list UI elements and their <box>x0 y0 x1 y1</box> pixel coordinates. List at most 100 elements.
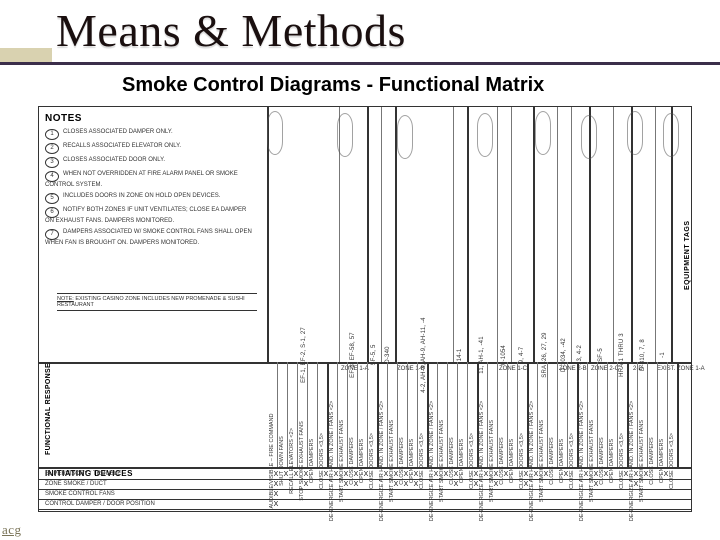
x-mark: X <box>291 471 301 478</box>
x-mark: X <box>621 471 631 478</box>
x-mark: X <box>301 471 311 478</box>
functional-matrix: NOTES 1CLOSES ASSOCIATED DAMPER ONLY. 2RE… <box>38 106 692 512</box>
revision-cloud <box>581 115 597 159</box>
x-mark: X <box>521 481 531 488</box>
divider <box>39 479 691 480</box>
x-mark: X <box>561 471 571 478</box>
x-mark: X <box>271 491 281 498</box>
revision-cloud <box>337 113 353 157</box>
x-mark: X <box>391 471 401 478</box>
x-mark: X <box>531 471 541 478</box>
note-row: 7DAMPERS ASSOCIATED W/ SMOKE CONTROL FAN… <box>45 229 255 246</box>
equipment-col: 0-1054ZONE 1-C <box>497 107 512 362</box>
functional-col: CLOSE DOORS <3,5> <box>667 362 679 467</box>
equipment-col: D-1034, -42ZONE 2-B <box>557 107 572 362</box>
x-mark: X <box>471 481 481 488</box>
divider <box>39 489 691 490</box>
x-mark: X <box>351 471 361 478</box>
note-row: 3CLOSES ASSOCIATED DOOR ONLY. <box>45 157 255 168</box>
x-mark: X <box>271 471 281 478</box>
page-title: Means & Methods <box>56 4 406 57</box>
x-mark: X <box>331 471 341 478</box>
functional-col-label: DE-ENERGIZE AIR HAND. IN ZONE / FANS <2> <box>629 401 635 521</box>
x-mark: X <box>341 481 351 488</box>
functional-col-label: RECALL ELEVATORS <2> <box>289 428 295 494</box>
x-mark: X <box>441 471 451 478</box>
x-mark: X <box>391 481 401 488</box>
note-row: 5INCLUDES DOORS IN ZONE ON HOLD OPEN DEV… <box>45 193 255 204</box>
x-mark: X <box>341 471 351 478</box>
note-row: 6NOTIFY BOTH ZONES IF UNIT VENTILATES; C… <box>45 207 255 224</box>
x-mark: X <box>591 471 601 478</box>
x-mark: X <box>501 471 511 478</box>
x-mark: X <box>581 471 591 478</box>
x-mark: X <box>631 471 641 478</box>
x-mark: X <box>451 481 461 488</box>
accent-bar <box>0 48 52 62</box>
functional-col-label: CLOSE DOORS <3,5> <box>319 433 325 489</box>
functional-col-label: CLOSE DOORS <3,5> <box>619 433 625 489</box>
x-mark: X <box>271 501 281 508</box>
note-extra: NOTE: EXISTING CASINO ZONE INCLUDES NEW … <box>57 293 257 311</box>
revision-cloud <box>535 111 551 155</box>
functional-col-label: DE-ENERGIZE AIR HAND. IN ZONE / FANS <2> <box>429 401 435 521</box>
functional-col-label: DE-ENERGIZE AIR HAND. IN ZONE / FANS <2> <box>379 401 385 521</box>
revision-cloud <box>397 115 413 159</box>
x-mark: X <box>491 471 501 478</box>
equipment-col-label: 14-1 <box>457 349 463 362</box>
x-mark: X <box>481 471 491 478</box>
x-mark: X <box>411 481 421 488</box>
x-mark: X <box>271 481 281 488</box>
x-mark: X <box>521 471 531 478</box>
x-mark: X <box>661 471 671 478</box>
equipment-col: 9, 4-7 <box>511 107 535 362</box>
x-mark: X <box>351 481 361 488</box>
functional-col-label: CLOSE DOORS <3,5> <box>669 433 675 489</box>
functional-col-label: DE-ENERGIZE AIR HAND. IN ZONE / FANS <2> <box>329 401 335 521</box>
logo: acg <box>2 522 22 538</box>
page-subtitle: Smoke Control Diagrams - Functional Matr… <box>122 74 544 97</box>
equipment-col-label: -1 <box>660 352 666 358</box>
initiating-row: ZONE SMOKE / DUCT <box>45 481 107 487</box>
initiating-row: CONTROL DAMPER / DOOR POSITION <box>45 501 155 507</box>
x-mark: X <box>361 471 371 478</box>
x-mark: X <box>451 471 461 478</box>
x-mark: X <box>301 481 311 488</box>
x-mark: X <box>631 481 641 488</box>
initiating-row: SUPERVISORY / TROUBLE <box>45 471 121 477</box>
slide: Means & Methods Smoke Control Diagrams -… <box>0 0 720 540</box>
x-mark: X <box>381 471 391 478</box>
x-mark: X <box>321 471 331 478</box>
x-mark: X <box>471 471 481 478</box>
x-mark: X <box>281 471 291 478</box>
functional-col-label: CLOSE DOORS <3,5> <box>569 433 575 489</box>
x-mark: X <box>591 481 601 488</box>
functional-col-label: DE-ENERGIZE AIR HAND. IN ZONE / FANS <2> <box>529 401 535 521</box>
initiating-row: SMOKE CONTROL FANS <box>45 491 115 497</box>
divider <box>39 509 691 510</box>
x-mark: X <box>411 471 421 478</box>
x-mark: X <box>541 471 551 478</box>
equipment-col-label: SF-5 <box>598 348 604 362</box>
revision-cloud <box>477 113 493 157</box>
x-mark: X <box>601 471 611 478</box>
x-mark: X <box>401 481 411 488</box>
divider <box>39 467 691 469</box>
x-mark: X <box>641 471 651 478</box>
notes-header: NOTES <box>45 113 82 124</box>
note-row: 2RECALLS ASSOCIATED ELEVATOR ONLY. <box>45 143 255 154</box>
equipment-col-label: 9, 4-7 <box>519 347 525 364</box>
equipment-col: SF-5, 5 <box>367 107 382 362</box>
functional-col-label: CLOSE DOORS <3,5> <box>369 433 375 489</box>
divider <box>39 499 691 500</box>
functional-col-label: DE-ENERGIZE AIR HAND. IN ZONE / FANS <2> <box>479 401 485 521</box>
note-row: 4WHEN NOT OVERRIDDEN AT FIRE ALARM PANEL… <box>45 171 255 188</box>
revision-cloud <box>627 111 643 155</box>
revision-cloud <box>663 113 679 157</box>
functional-response-header: FUNCTIONAL RESPONSE <box>45 363 52 455</box>
revision-cloud <box>267 111 283 155</box>
functional-col-label: DE-ENERGIZE AIR HAND. IN ZONE / FANS <2> <box>579 401 585 521</box>
x-mark: X <box>431 471 441 478</box>
note-row: 1CLOSES ASSOCIATED DAMPER ONLY. <box>45 129 255 140</box>
note-extra-text: EXISTING CASINO ZONE INCLUDES NEW PROMEN… <box>57 296 245 308</box>
